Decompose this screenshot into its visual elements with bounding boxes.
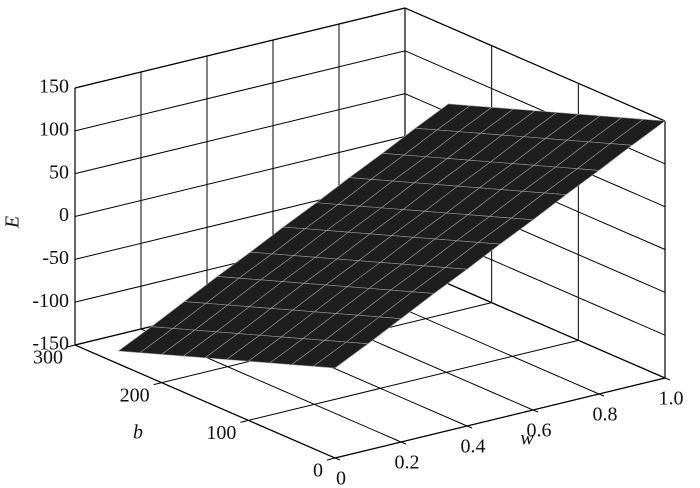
tick-mark	[334, 457, 341, 461]
tick-mark	[598, 393, 605, 397]
grid-line	[404, 264, 666, 379]
x-tick-label: 0.8	[593, 404, 618, 426]
tick-mark	[66, 344, 76, 348]
z-tick-label: 100	[39, 118, 69, 140]
z-tick-label: -150	[32, 333, 69, 355]
grid-line	[74, 7, 406, 89]
y-tick-label: 200	[120, 384, 150, 406]
tick-mark	[532, 409, 539, 413]
tick-mark	[240, 419, 249, 423]
surface-cell	[312, 341, 369, 369]
y-axis-label: b	[133, 422, 143, 444]
y-tick-label: 0	[313, 460, 323, 482]
z-tick-label: -100	[32, 290, 69, 312]
y-tick-label: 300	[33, 347, 63, 369]
grid-line	[248, 339, 579, 421]
tick-mark	[326, 457, 336, 461]
tick-mark	[153, 382, 162, 386]
y-tick-label: 100	[206, 422, 236, 444]
z-tick-label: 150	[39, 76, 69, 98]
z-axis-label: E	[2, 216, 24, 229]
tick-mark	[466, 425, 473, 429]
x-tick-label: 0.2	[395, 452, 420, 474]
x-tick-label: 0	[336, 468, 346, 488]
grid-line	[74, 136, 406, 217]
x-axis-label: w	[520, 428, 534, 450]
grid-line	[334, 377, 666, 459]
grid-line	[404, 7, 666, 122]
x-tick-label: 1.0	[659, 388, 684, 410]
z-tick-label: 50	[49, 161, 69, 183]
x-tick-label: 0.6	[527, 420, 552, 442]
tick-mark	[400, 441, 407, 445]
grid-line	[74, 344, 336, 459]
z-tick-label: 0	[59, 204, 69, 226]
z-tick-label: -50	[42, 247, 69, 269]
grid-line	[74, 93, 406, 175]
x-tick-label: 0.4	[461, 436, 486, 458]
grid-line	[74, 50, 406, 132]
tick-mark	[664, 377, 671, 381]
